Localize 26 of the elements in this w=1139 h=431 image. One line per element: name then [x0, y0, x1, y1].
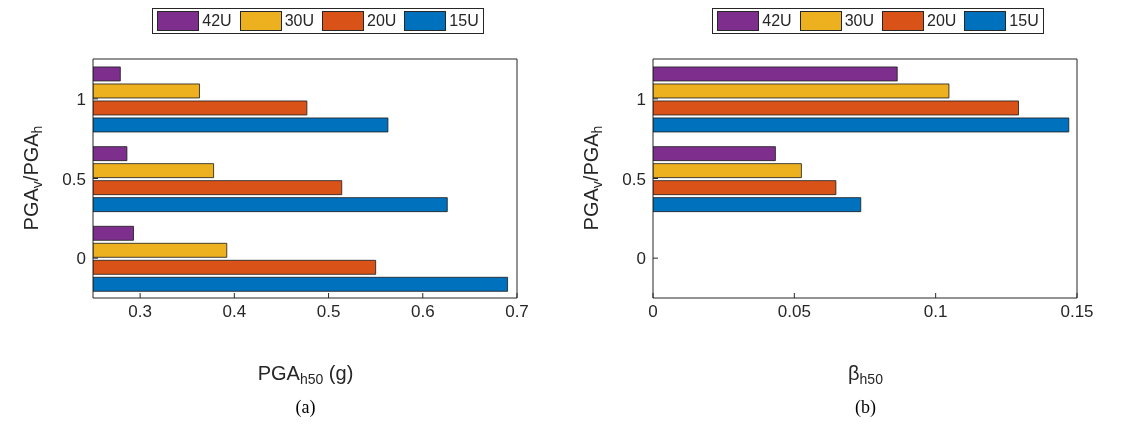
y-tick-label: 1 — [636, 89, 646, 109]
legend-label: 30U — [844, 12, 874, 30]
y-tick-label: 1 — [76, 89, 86, 109]
x-tick-label: 0.15 — [1060, 302, 1094, 322]
legend-label: 30U — [284, 12, 314, 30]
y-tick-label: 0 — [636, 249, 646, 269]
x-tick-label: 0.6 — [410, 302, 435, 322]
text: (b) — [855, 397, 876, 418]
x-tick-label: 0.5 — [316, 302, 341, 322]
y-tick-label: 0.5 — [622, 169, 646, 189]
legend-label: 42U — [762, 12, 792, 30]
legend-label: 20U — [927, 12, 957, 30]
legend-label: 15U — [449, 12, 479, 30]
legend-label: 15U — [1009, 12, 1039, 30]
y-tick-label: 0.5 — [62, 169, 86, 189]
x-axis-title: PGA$_{h50}$ (g) — [257, 362, 354, 388]
x-tick-label: 0.1 — [923, 302, 948, 322]
x-tick-label: 0.05 — [777, 302, 811, 322]
legend-label: 42U — [202, 12, 232, 30]
x-axis-title: β$_{h50}$ — [848, 362, 884, 388]
y-tick-label: 0 — [76, 249, 86, 269]
x-tick-label: 0.3 — [128, 302, 152, 322]
text: (a) — [295, 397, 316, 418]
x-tick-label: 0.7 — [505, 302, 529, 322]
x-tick-label: 0.4 — [222, 302, 247, 322]
legend-label: 20U — [367, 12, 397, 30]
